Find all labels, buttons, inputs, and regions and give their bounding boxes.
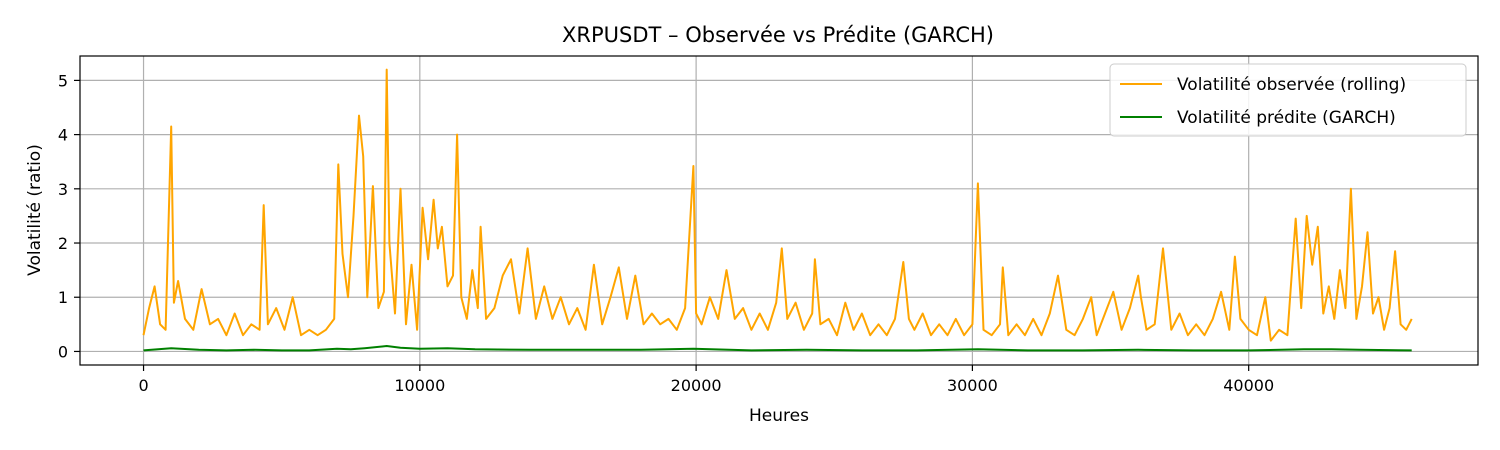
- x-tick-label: 10000: [394, 376, 445, 395]
- x-tick-label: 20000: [671, 376, 722, 395]
- plot-frame: [79, 55, 1479, 366]
- y-tick-label: 0: [58, 342, 68, 361]
- y-tick-label: 2: [58, 234, 68, 253]
- y-tick-label: 4: [58, 126, 68, 145]
- x-axis-title: Heures: [749, 406, 809, 426]
- axis-ticks: 0 10000 20000 30000 40000 0 1 2 3 4 5: [58, 71, 1274, 395]
- x-tick-label: 0: [138, 376, 148, 395]
- legend-label-observed: Volatilité observée (rolling): [1177, 75, 1406, 95]
- y-tick-label: 3: [58, 180, 68, 199]
- chart-title: XRPUSDT – Observée vs Prédite (GARCH): [562, 23, 994, 47]
- series-line-predicted: [143, 345, 1412, 352]
- y-tick-label: 5: [58, 71, 68, 90]
- y-axis-title: Volatilité (ratio): [25, 144, 45, 276]
- x-tick-label: 30000: [947, 376, 998, 395]
- legend-box: [1109, 63, 1467, 137]
- legend-label-predicted: Volatilité prédite (GARCH): [1177, 108, 1396, 128]
- series-line-observed: [142, 68, 1413, 342]
- x-tick-label: 40000: [1223, 376, 1274, 395]
- y-tick-label: 1: [58, 288, 68, 307]
- series-lines: [142, 68, 1413, 352]
- legend: Volatilité observée (rolling) Volatilité…: [1109, 63, 1467, 137]
